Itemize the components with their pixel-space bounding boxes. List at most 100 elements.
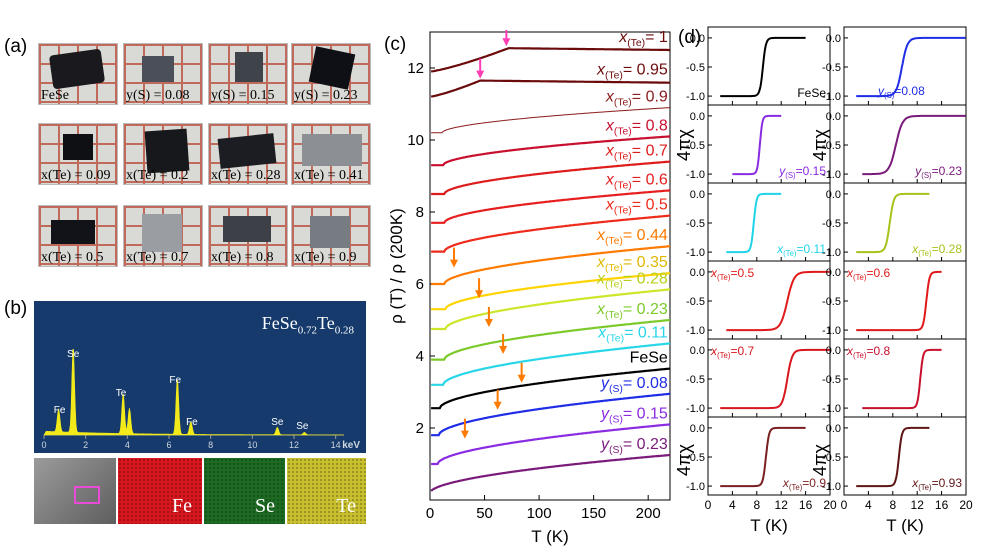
resistivity-curve: [431, 342, 671, 386]
susceptibility-subplot: 0.0 -0.5 -1.0 y(S)=0.23: [822, 104, 967, 184]
edx-peak-label: Se: [67, 349, 80, 360]
y-tick-label: 0.0: [826, 189, 841, 201]
y-tick-label: 0.0: [690, 33, 705, 45]
crystal-sample: [142, 56, 174, 82]
resistivity-curve: [430, 47, 670, 73]
y-tick-label: 6: [416, 276, 424, 293]
sample-photo: x(Te) = 0.7: [123, 205, 203, 267]
subplot-label: x(Te)=0.9: [782, 476, 826, 492]
subplot-label: FeSe: [797, 86, 826, 100]
transition-arrowhead: [450, 259, 458, 268]
sample-caption: x(Te) = 0.2: [126, 168, 189, 183]
series-label: x(Te)= 0.23: [596, 301, 668, 321]
edx-formula: FeSe0.72Te0.28: [261, 313, 354, 337]
susceptibility-curve: [856, 192, 930, 254]
x-tick-label: 8: [753, 498, 760, 512]
y-tick-label: -0.5: [686, 218, 705, 230]
y-axis-label: ρ (T) / ρ (200K): [387, 208, 406, 324]
edx-spectrum: 0 2 4 6 8 10 12 14 keV Fe Se Te Fe Fe Se Se FeSe0.72Te0…: [34, 301, 366, 453]
subplot-label: x(Te)=0.93: [911, 476, 962, 492]
subplot-frame: [707, 104, 831, 184]
edx-peak-label: Fe: [54, 405, 66, 416]
sample-photo: FeSe: [38, 43, 118, 105]
sample-photo: y(S) = 0.15: [208, 43, 288, 105]
resistivity-curve: [431, 135, 671, 167]
subplot-label: x(Te)=0.11: [776, 242, 826, 258]
x-tick-label: 200: [636, 505, 661, 522]
y-tick-label: -0.5: [686, 140, 705, 152]
y-tick-label: -0.5: [822, 140, 841, 152]
series-label: x(Te)= 0.28: [596, 270, 668, 290]
sample-caption: x(Te) = 0.7: [126, 250, 189, 265]
sample-photo: x(Te) = 0.5: [38, 205, 118, 267]
x-tick-label: 4: [865, 498, 872, 512]
transition-arrowhead: [484, 319, 493, 327]
sample-photo: x(Te) = 0.09: [38, 123, 118, 185]
crystal-sample: [63, 134, 93, 160]
y-tick-label: -0.5: [822, 218, 841, 230]
crystal-sample: [48, 48, 106, 90]
x-tick-label: 0: [841, 498, 848, 512]
susceptibility-subplot: 0.0 -0.5 -1.00 4 8 12 16 20 T (K) x(Te)=0.93: [822, 416, 973, 535]
x-axis-label: T (K): [531, 527, 568, 546]
resistivity-curve: [431, 392, 671, 437]
series-label: x(Te)= 0.95: [596, 62, 668, 82]
susceptibility-subplot: 0.0 -0.5 -1.0 x(Te)=0.5: [686, 260, 831, 340]
y-tick-label: -1.0: [686, 169, 705, 181]
x-tick-label: 150: [581, 505, 606, 522]
y-tick-label: -1.0: [686, 481, 705, 493]
edx-axis-unit: keV: [342, 440, 360, 451]
edx-tick-label: 12: [289, 440, 299, 450]
edx-tick-label: 0: [41, 440, 46, 450]
transition-arrowhead: [475, 290, 484, 299]
y-tick-label: -0.5: [822, 374, 841, 386]
x-tick-label: 12: [775, 498, 789, 512]
edx-plot: 0 2 4 6 8 10 12 14 keV Fe Se Te Fe Fe Se Se: [41, 349, 360, 451]
susceptibility-curve: [720, 426, 806, 488]
susceptibility-curve: [856, 36, 966, 98]
x-tick-label: 8: [889, 498, 896, 512]
sample-photo: y(S) = 0.08: [123, 43, 203, 105]
sample-photo: y(S) = 0.23: [291, 43, 371, 105]
resistivity-curve: [431, 189, 671, 224]
susceptibility-subplot: 0.0 -0.5 -1.0 x(Te)=0.7: [686, 338, 831, 418]
sample-caption: FeSe: [41, 88, 69, 103]
series-label: x(Te)= 0.35: [596, 254, 668, 274]
resistivity-curve: [431, 245, 671, 286]
sample-photo: x(Te) = 0.28: [208, 123, 288, 185]
transition-arrowhead: [517, 374, 526, 383]
subplot-frame: [843, 182, 967, 262]
resistivity-curve: [431, 318, 671, 361]
susceptibility-curve: [726, 270, 830, 332]
x-tick-label: 16: [799, 498, 813, 512]
elemental-map: Fe: [118, 458, 202, 524]
y-tick-label: 0.0: [826, 267, 841, 279]
x-tick-label: 4: [729, 498, 736, 512]
edx-spectrum-line: [43, 349, 345, 436]
series-label: x(Te)= 1: [618, 30, 668, 49]
y-tick-label: 0.0: [826, 345, 841, 357]
series-label: x(Te)= 0.5: [605, 197, 668, 217]
susceptibility-subplot: 0.0 -0.5 -1.0 y(S)=0.08: [822, 26, 967, 106]
transition-arrowhead: [493, 401, 502, 410]
edx-tick-label: 14: [331, 440, 341, 450]
x-tick-label: 50: [476, 505, 493, 522]
subplot-label: x(Te)=0.6: [846, 266, 890, 282]
y-tick-label: 2: [416, 420, 424, 437]
element-map-label: Fe: [172, 495, 192, 517]
y-tick-label: -0.5: [822, 452, 841, 464]
resistivity-curve: [431, 288, 671, 331]
y-tick-label: -1.0: [822, 247, 841, 259]
sample-caption: x(Te) = 0.28: [211, 168, 281, 183]
transition-arrowhead: [460, 430, 469, 439]
susceptibility-curve: [856, 270, 942, 332]
sample-caption: x(Te) = 0.9: [294, 250, 357, 265]
sample-caption: x(Te) = 0.8: [211, 250, 274, 265]
edx-peak-label: Se: [271, 417, 284, 428]
y-tick-label: 0.0: [690, 267, 705, 279]
x-axis-label: T (K): [750, 516, 787, 535]
resistivity-curve: [431, 107, 671, 134]
subplot-label: x(Te)=0.28: [911, 242, 962, 258]
edx-peak-label: Te: [116, 388, 127, 399]
transition-arrowhead: [502, 38, 511, 47]
